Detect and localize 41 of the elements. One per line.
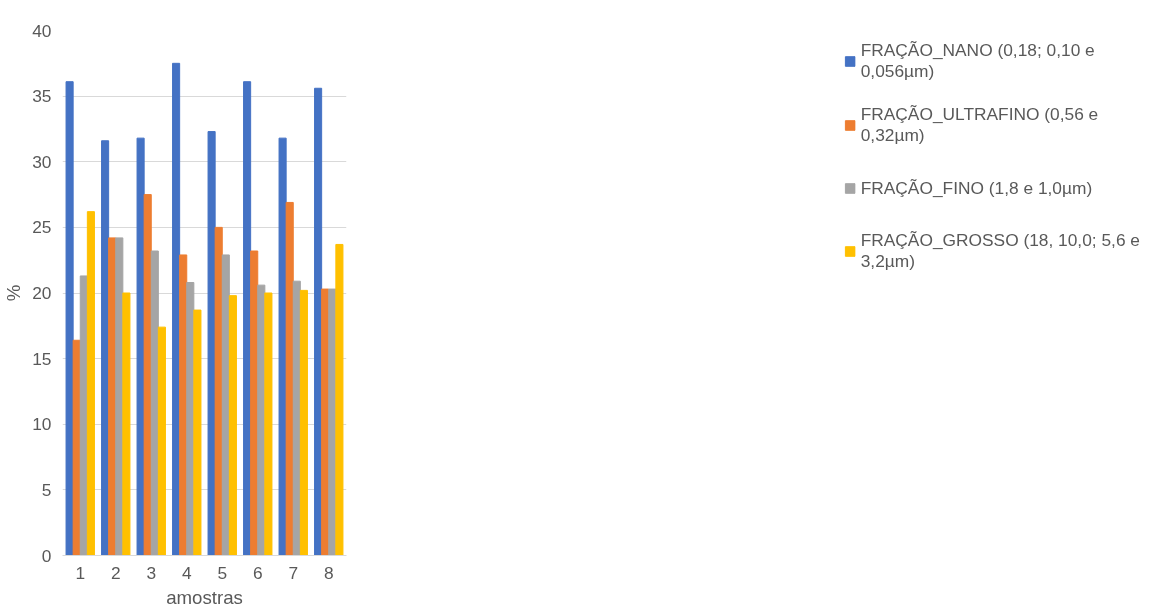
legend-label: FRAÇÃO_NANO (0,18; 0,10 e 0,056µm)	[860, 40, 1095, 82]
x-tick-label: 1	[75, 562, 86, 583]
legend-label: FRAÇÃO_GROSSO (18, 10,0; 5,6 e 3,2µm)	[860, 230, 1140, 272]
bar	[122, 292, 131, 556]
bar	[264, 292, 273, 556]
bar	[72, 339, 81, 556]
bar	[157, 326, 166, 556]
bar	[86, 211, 95, 556]
legend-label: FRAÇÃO_ULTRAFINO (0,56 e 0,32µm)	[860, 104, 1099, 146]
x-tick-label: 3	[146, 562, 157, 583]
bar	[150, 250, 159, 556]
y-tick-label: 5	[41, 479, 52, 500]
x-tick-label: 8	[323, 562, 334, 583]
bar	[115, 237, 124, 556]
bar	[172, 62, 181, 556]
y-tick-label: 20	[32, 283, 52, 303]
bar	[299, 289, 308, 556]
bar	[228, 295, 237, 556]
x-tick-label: 4	[181, 562, 192, 583]
bar	[207, 131, 216, 556]
y-tick-label: 30	[32, 151, 52, 172]
y-axis-title: %	[3, 284, 25, 302]
y-tick-label: 35	[32, 86, 52, 107]
bar	[243, 81, 252, 556]
x-tick-label: 5	[217, 562, 228, 583]
bar	[335, 243, 344, 556]
bar	[65, 81, 74, 556]
y-tick-label: 25	[32, 217, 52, 238]
y-tick-label: 40	[32, 20, 52, 41]
y-tick-label: 15	[32, 348, 52, 369]
y-tick-label: 10	[32, 414, 52, 435]
y-tick-label: 0	[41, 545, 52, 566]
x-tick-label: 6	[252, 562, 263, 583]
x-tick-label: 7	[288, 562, 299, 583]
bar	[278, 137, 287, 556]
bar	[193, 309, 202, 556]
legend-label: FRAÇÃO_FINO (1,8 e 1,0µm)	[860, 176, 1093, 200]
x-tick-label: 2	[110, 562, 121, 583]
x-axis-title: amostras	[166, 586, 243, 608]
bar	[136, 137, 145, 556]
bar	[314, 87, 323, 556]
